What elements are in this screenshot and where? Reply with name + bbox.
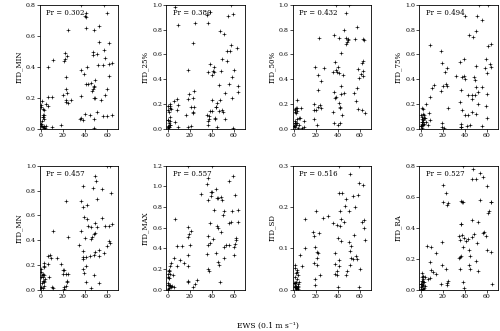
Y-axis label: ITD_SD: ITD_SD [268, 214, 276, 241]
Y-axis label: ITD_MN: ITD_MN [15, 213, 23, 243]
Text: EWS (0.1 m s⁻¹): EWS (0.1 m s⁻¹) [236, 321, 298, 329]
Text: Pr = 0.302: Pr = 0.302 [46, 9, 84, 17]
Text: Pr = 0.432: Pr = 0.432 [299, 9, 338, 17]
Y-axis label: ITD_25%: ITD_25% [142, 51, 150, 83]
Y-axis label: ITD_MAX: ITD_MAX [142, 211, 150, 245]
Text: Pr = 0.516: Pr = 0.516 [299, 169, 338, 177]
Text: Pr = 0.457: Pr = 0.457 [46, 169, 85, 177]
Y-axis label: ITD_RA: ITD_RA [394, 214, 402, 241]
Text: Pr = 0.380: Pr = 0.380 [172, 9, 211, 17]
Y-axis label: ITD_75%: ITD_75% [394, 51, 402, 83]
Y-axis label: ITD_MIN: ITD_MIN [15, 51, 23, 83]
Text: Pr = 0.557: Pr = 0.557 [172, 169, 212, 177]
Y-axis label: ITD_50%: ITD_50% [268, 51, 276, 83]
Text: Pr = 0.527: Pr = 0.527 [426, 169, 465, 177]
Text: Pr = 0.494: Pr = 0.494 [426, 9, 465, 17]
